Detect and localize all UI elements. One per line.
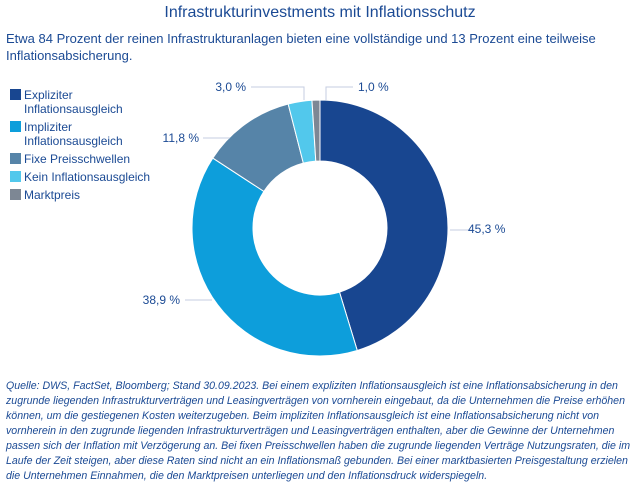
legend: Expliziter Inflationsausgleich Impliziter…	[10, 88, 164, 206]
chart-subtitle: Etwa 84 Prozent der reinen Infrastruktur…	[6, 31, 596, 63]
legend-item: Marktpreis	[10, 188, 164, 202]
legend-swatch	[10, 171, 21, 182]
data-label: 3,0 %	[215, 80, 246, 94]
legend-label: Fixe Preisschwellen	[24, 152, 131, 166]
data-label: 45,3 %	[468, 222, 506, 236]
legend-label: Expliziter Inflationsausgleich	[24, 88, 123, 116]
legend-label: Impliziter Inflationsausgleich	[24, 120, 123, 148]
data-label: 11,8 %	[163, 131, 200, 145]
legend-item: Fixe Preisschwellen	[10, 152, 164, 166]
donut-slice	[191, 157, 358, 357]
data-label: 1,0 %	[358, 80, 389, 94]
legend-swatch	[10, 121, 21, 132]
leader-line	[325, 86, 353, 100]
legend-label: Kein Inflationsausgleich	[24, 170, 151, 184]
legend-item: Expliziter Inflationsausgleich	[10, 88, 164, 116]
legend-label: Marktpreis	[24, 188, 81, 202]
chart-title: Infrastrukturinvestments mit Inflationss…	[164, 4, 476, 21]
legend-item: Kein Inflationsausgleich	[10, 170, 164, 184]
leader-line	[251, 86, 305, 100]
legend-swatch	[10, 153, 21, 164]
donut-slice	[319, 99, 449, 352]
legend-swatch	[10, 89, 21, 100]
legend-swatch	[10, 189, 21, 200]
donut-slice	[311, 99, 321, 162]
footnote: Quelle: DWS, FactSet, Bloomberg; Stand 3…	[6, 380, 631, 482]
data-label: 38,9 %	[143, 293, 181, 307]
legend-item: Impliziter Inflationsausgleich	[10, 120, 164, 148]
